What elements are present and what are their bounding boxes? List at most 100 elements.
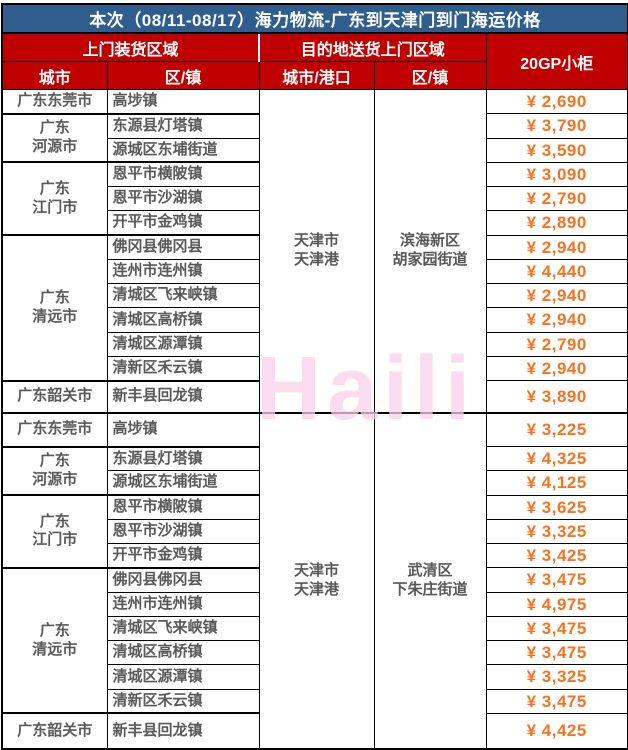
table-body: 广东东莞市 高埗镇 天津市 天津港 滨海新区 胡家园街道 ¥ 2,690 广东 河源市 东源…	[1, 88, 628, 750]
table-row: 清城区高桥镇 ¥ 3,475	[2, 639, 628, 666]
town-cell: 清城区飞来峡镇	[106, 615, 260, 642]
table-row: 源城区东埔街道 ¥ 4,125	[2, 470, 628, 496]
city-cell: 广东东莞市	[1, 411, 108, 447]
price-cell: ¥ 3,625	[485, 494, 628, 520]
destination-district-cell: 武清区 下朱庄街道	[373, 411, 487, 750]
town-cell: 恩平市沙湖镇	[106, 185, 260, 212]
town-cell: 佛冈县佛冈县	[106, 233, 260, 260]
header-col-district-2: 区/镇	[373, 61, 487, 90]
price-cell: ¥ 3,475	[485, 567, 628, 593]
city-cell: 广东 清远市	[1, 234, 108, 381]
price-cell: ¥ 2,940	[485, 234, 628, 260]
table-row: 清城区飞来峡镇 ¥ 2,940	[2, 282, 628, 309]
town-cell: 恩平市横陂镇	[106, 161, 260, 188]
table-row: 广东 清远市 佛冈县佛冈县 ¥ 3,475	[1, 566, 628, 714]
city-cell: 广东 江门市	[1, 494, 108, 569]
price-cell: ¥ 3,890	[485, 380, 628, 413]
town-cell: 新丰县回龙镇	[106, 379, 260, 413]
price-cell: ¥ 2,790	[485, 185, 628, 212]
town-cell: 恩平市沙湖镇	[106, 518, 260, 545]
price-cell: ¥ 2,940	[485, 307, 628, 333]
table-row: 广东 江门市 恩平市横陂镇 ¥ 3,090	[1, 161, 628, 236]
town-cell: 清城区高桥镇	[106, 307, 260, 333]
price-cell: ¥ 3,090	[485, 161, 628, 188]
header-row-columns: 城市 区/镇 城市/港口 区/镇	[1, 61, 628, 90]
header-container-type: 20GP小柜	[485, 32, 628, 90]
city-cell: 广东 清远市	[1, 566, 108, 714]
city-cell: 广东 河源市	[1, 445, 108, 496]
price-cell: ¥ 3,225	[485, 411, 628, 447]
price-cell: ¥ 2,940	[485, 282, 628, 309]
town-cell: 东源县灯塔镇	[106, 445, 260, 472]
table-title: 本次（08/11-08/17）海力物流-广东到天津门到门海运价格	[1, 3, 628, 34]
price-cell: ¥ 3,475	[485, 688, 628, 714]
town-cell: 清城区源潭镇	[106, 331, 260, 357]
price-cell: ¥ 3,475	[485, 639, 628, 666]
price-cell: ¥ 2,890	[485, 210, 628, 236]
town-cell: 恩平市横陂镇	[106, 493, 260, 520]
price-cell: ¥ 3,325	[485, 518, 628, 545]
price-cell: ¥ 3,590	[485, 137, 628, 163]
town-cell: 清城区源潭镇	[106, 664, 260, 690]
table-row: 广东韶关市 新丰县回龙镇 ¥ 3,890	[1, 379, 628, 413]
table-row: 清城区飞来峡镇 ¥ 3,475	[2, 615, 628, 642]
town-cell: 开平市金鸡镇	[106, 542, 260, 569]
header-col-city-port: 城市/港口	[258, 61, 375, 90]
header-row-groups: 上门装货区域 目的地送货上门区域 20GP小柜	[1, 32, 628, 90]
table-row: 清城区源潭镇 ¥ 3,325	[2, 664, 628, 690]
town-cell: 高埗镇	[106, 411, 260, 447]
destination-city-cell: 天津市 天津港	[258, 89, 375, 413]
city-cell: 广东 江门市	[1, 161, 108, 236]
price-cell: ¥ 3,790	[485, 113, 628, 139]
city-cell: 广东 河源市	[1, 112, 108, 163]
town-cell: 连州市连州镇	[106, 258, 260, 285]
town-cell: 开平市金鸡镇	[106, 210, 260, 236]
city-cell: 广东韶关市	[1, 379, 108, 413]
table-row: 广东东莞市 高埗镇 天津市 天津港 武清区 下朱庄街道 ¥ 3,225	[1, 411, 628, 750]
town-cell: 新丰县回龙镇	[106, 712, 260, 750]
price-cell: ¥ 2,940	[485, 355, 628, 382]
header-delivery-area: 目的地送货上门区域	[258, 32, 487, 62]
price-cell: ¥ 4,440	[485, 258, 628, 285]
title-row: 本次（08/11-08/17）海力物流-广东到天津门到门海运价格	[1, 3, 628, 34]
header-col-city: 城市	[1, 61, 108, 90]
town-cell: 东源县灯塔镇	[106, 112, 260, 139]
price-cell: ¥ 3,325	[485, 664, 628, 690]
table-row: 开平市金鸡镇 ¥ 2,890	[2, 210, 628, 236]
price-table: 本次（08/11-08/17）海力物流-广东到天津门到门海运价格 上门装货区域 …	[1, 3, 628, 750]
table-row: 连州市连州镇 ¥ 4,440	[2, 258, 628, 285]
table-row: 广东 河源市 东源县灯塔镇 ¥ 4,325	[1, 445, 628, 496]
price-cell: ¥ 2,790	[485, 331, 628, 357]
table-row: 广东 江门市 恩平市横陂镇 ¥ 3,625	[1, 493, 628, 569]
price-cell: ¥ 4,125	[485, 470, 628, 496]
town-cell: 清新区禾云镇	[106, 355, 260, 382]
town-cell: 清新区禾云镇	[106, 688, 260, 714]
town-cell: 佛冈县佛冈县	[106, 566, 260, 593]
town-cell: 源城区东埔街道	[106, 470, 260, 496]
price-cell: ¥ 4,325	[485, 445, 628, 472]
destination-district-cell: 滨海新区 胡家园街道	[373, 89, 487, 413]
table-row: 恩平市沙湖镇 ¥ 2,790	[2, 185, 628, 212]
table-row: 清新区禾云镇 ¥ 2,940	[2, 355, 628, 382]
town-cell: 源城区东埔街道	[106, 137, 260, 163]
city-cell: 广东韶关市	[1, 712, 108, 750]
table-row: 清城区高桥镇 ¥ 2,940	[2, 307, 628, 333]
price-cell: ¥ 4,425	[485, 712, 628, 750]
table-row: 广东东莞市 高埗镇 天津市 天津港 滨海新区 胡家园街道 ¥ 2,690	[1, 88, 628, 413]
table-row: 广东 清远市 佛冈县佛冈县 ¥ 2,940	[1, 233, 628, 381]
price-cell: ¥ 4,975	[485, 591, 628, 617]
town-cell: 清城区高桥镇	[106, 639, 260, 666]
city-cell: 广东东莞市	[1, 88, 108, 115]
table-row: 清城区源潭镇 ¥ 2,790	[2, 331, 628, 357]
town-cell: 高埗镇	[106, 88, 260, 115]
table-row: 源城区东埔街道 ¥ 3,590	[2, 137, 628, 163]
town-cell: 清城区飞来峡镇	[106, 282, 260, 309]
price-cell: ¥ 3,425	[485, 542, 628, 569]
header-pickup-area: 上门装货区域	[1, 32, 260, 62]
header-col-district: 区/镇	[106, 61, 260, 90]
price-cell: ¥ 2,690	[485, 88, 628, 115]
destination-city-cell: 天津市 天津港	[258, 411, 375, 750]
town-cell: 连州市连州镇	[106, 591, 260, 617]
table-row: 开平市金鸡镇 ¥ 3,425	[2, 542, 628, 569]
